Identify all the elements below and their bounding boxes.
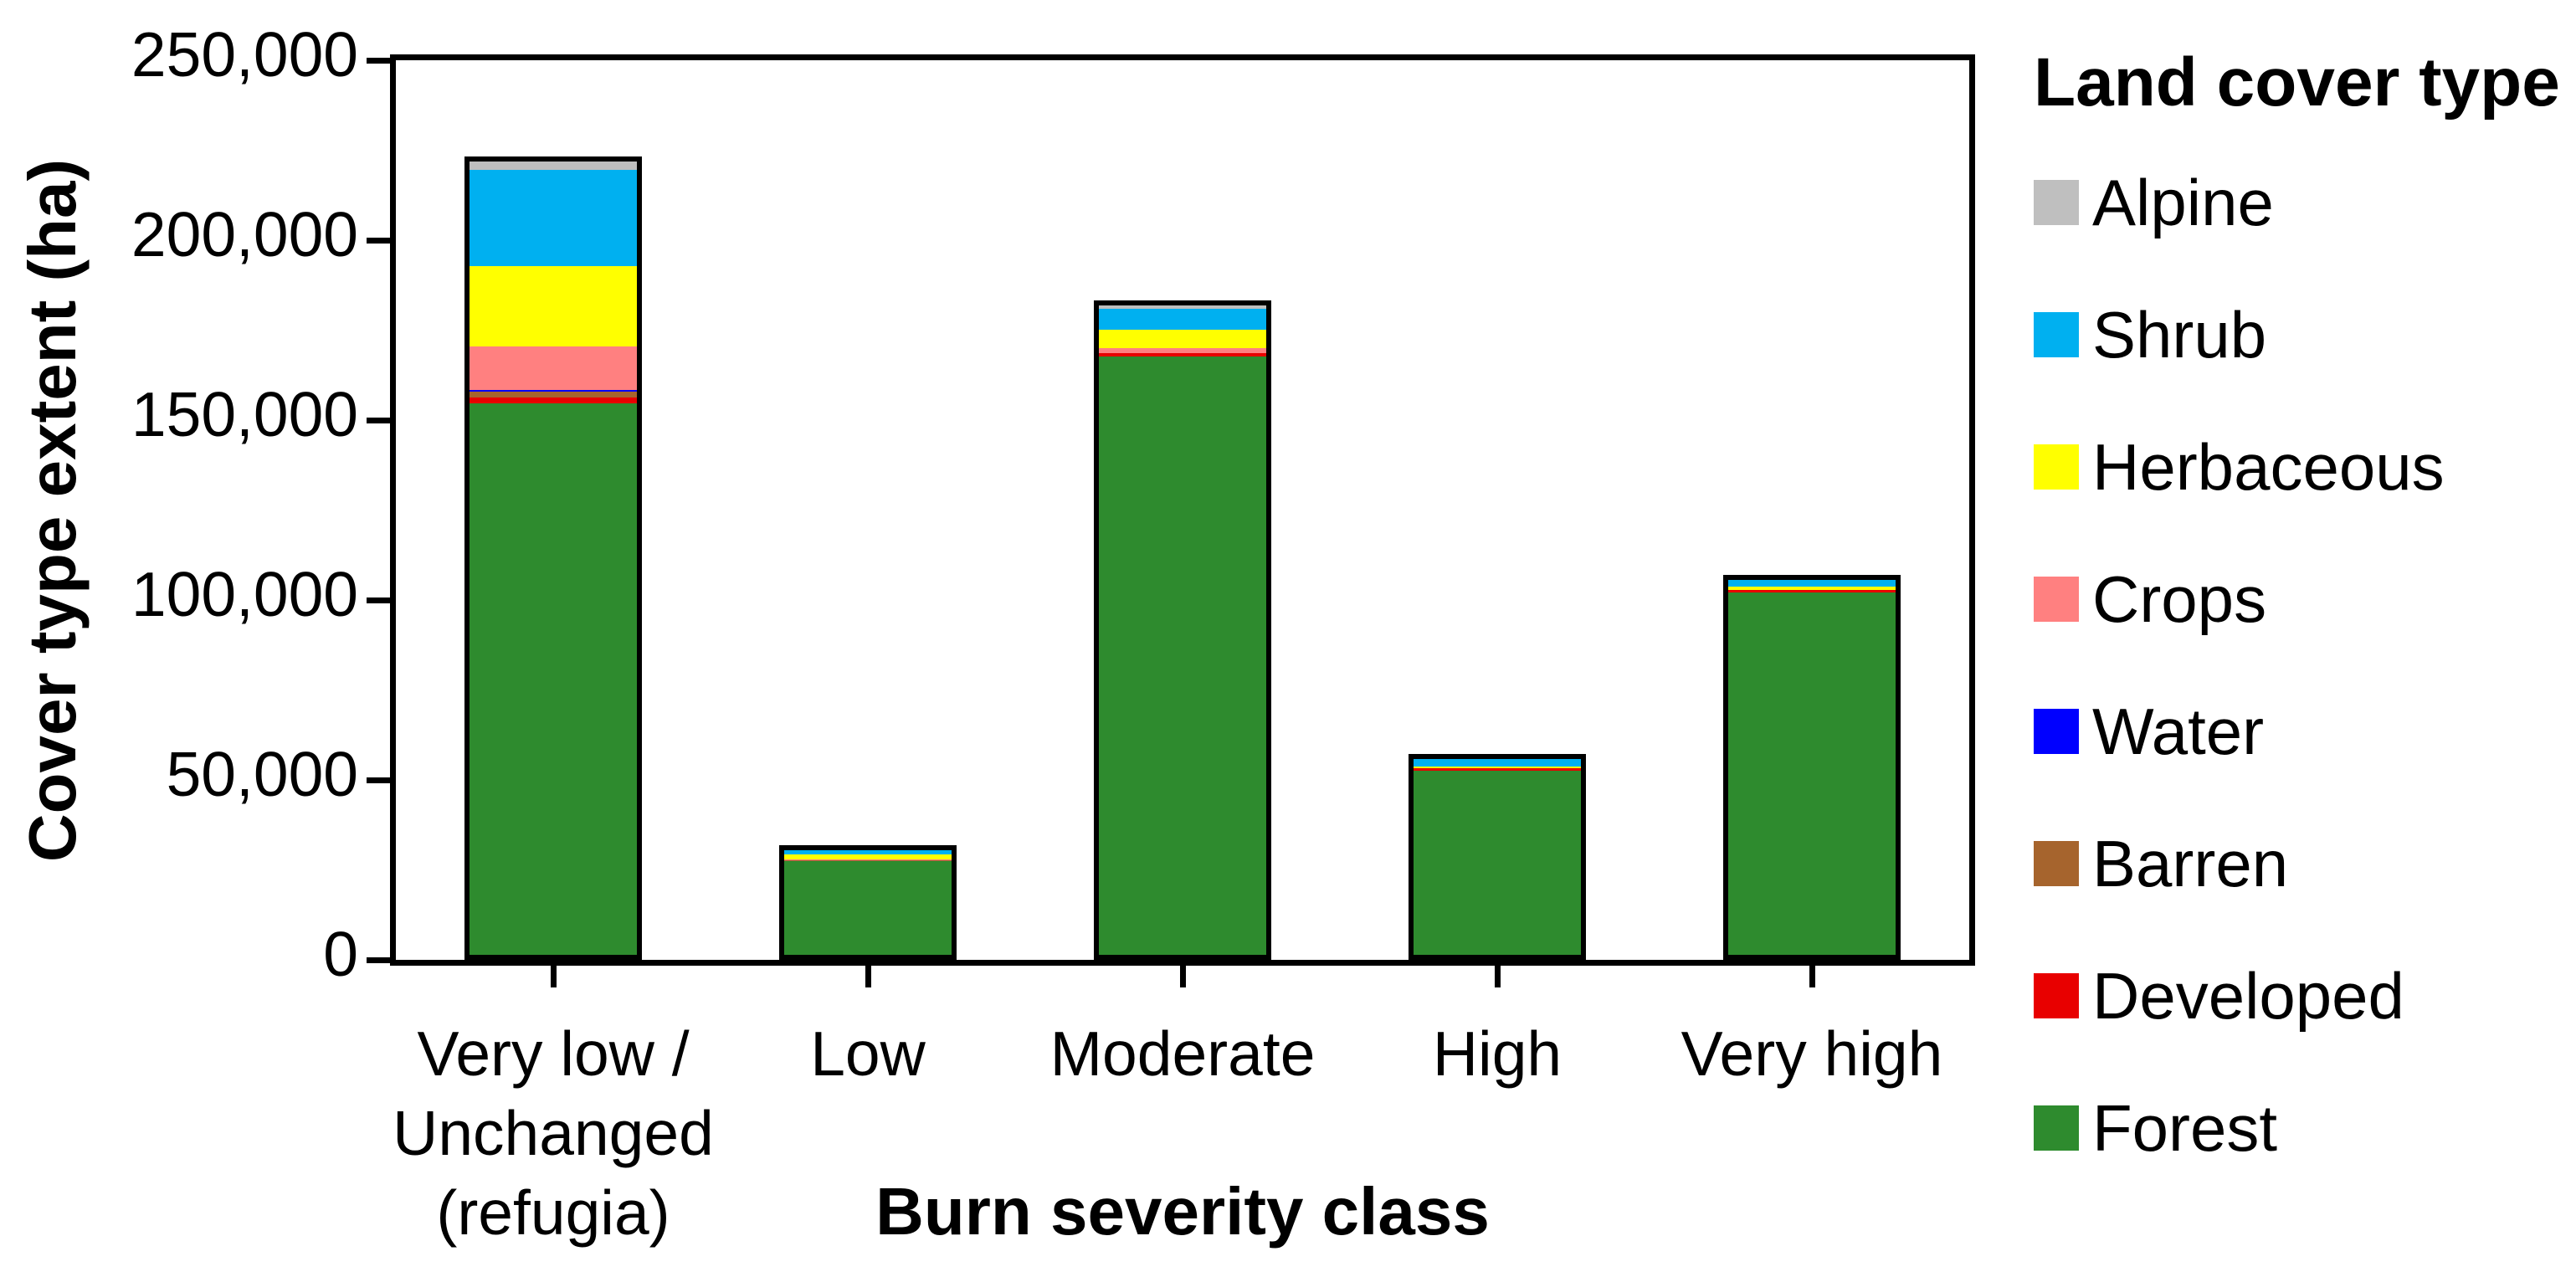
legend-label-developed: Developed	[2092, 959, 2404, 1033]
bar-segment-forest	[1414, 770, 1581, 955]
y-tick-label: 250,000	[131, 19, 358, 90]
legend-swatch-crops	[2034, 577, 2079, 622]
bar-segment-barren	[784, 860, 952, 862]
legend-swatch-developed	[2034, 973, 2079, 1018]
x-tick-label: Low	[810, 1018, 926, 1089]
y-tick-mark	[367, 777, 390, 783]
bar-segment-herbaceous	[1728, 587, 1896, 591]
y-tick-label: 150,000	[131, 379, 358, 449]
y-tick-label: 100,000	[131, 559, 358, 629]
bar-segment-herbaceous	[1414, 766, 1581, 769]
bar-segment-herbaceous	[470, 266, 637, 347]
plot-area: 0 50,000 100,000 150,000 200,000 250,000 Very …	[131, 23, 1975, 1248]
x-tick-mark	[1494, 966, 1501, 987]
legend-label-alpine: Alpine	[2092, 166, 2274, 239]
bar-segment-crops	[470, 346, 637, 391]
legend-label-barren: Barren	[2092, 827, 2289, 900]
bar-segment-developed	[1414, 768, 1581, 771]
bar-segment-forest	[470, 403, 637, 955]
legend-swatch-water	[2034, 709, 2079, 754]
bar-segment-shrub	[470, 170, 637, 267]
legend-item-forest: Forest	[2034, 1095, 2277, 1161]
legend-swatch-barren	[2034, 841, 2079, 886]
bar-segment-crops	[1099, 348, 1266, 353]
legend-item-crops: Crops	[2034, 567, 2266, 632]
legend-item-barren: Barren	[2034, 831, 2288, 896]
stacked-bar	[1723, 575, 1901, 960]
bar-segment-herbaceous	[784, 854, 952, 860]
legend-item-water: Water	[2034, 699, 2264, 764]
y-tick-mark	[367, 237, 390, 244]
y-tick-label: 200,000	[131, 199, 358, 269]
legend-swatch-shrub	[2034, 312, 2079, 357]
bar-segment-forest	[784, 861, 952, 955]
bar-segment-forest	[1099, 356, 1266, 955]
legend-label-forest: Forest	[2092, 1091, 2278, 1165]
legend-label-crops: Crops	[2092, 562, 2267, 636]
bar-segment-developed	[1728, 590, 1896, 592]
stacked-bar	[464, 156, 642, 960]
x-tick-mark	[1809, 966, 1815, 987]
bar-segment-developed	[1099, 352, 1266, 356]
bar-segment-shrub	[1414, 758, 1581, 767]
stacked-bar	[1409, 753, 1586, 960]
legend-item-shrub: Shrub	[2034, 302, 2266, 367]
legend-label-shrub: Shrub	[2092, 298, 2267, 372]
legend-item-herbaceous: Herbaceous	[2034, 434, 2445, 500]
y-tick-mark	[367, 417, 390, 423]
bar-segment-barren	[470, 392, 637, 397]
bar-segment-crops	[784, 859, 952, 861]
legend-swatch-alpine	[2034, 180, 2079, 225]
bar-segment-water	[470, 390, 637, 392]
legend-item-alpine: Alpine	[2034, 170, 2274, 235]
bar-segment-alpine	[1099, 305, 1266, 309]
x-tick-label: Moderate	[1049, 1018, 1316, 1089]
x-tick-label: Very high	[1681, 1018, 1943, 1089]
x-tick-mark	[865, 966, 871, 987]
bar-segment-developed	[470, 397, 637, 404]
bar-segment-herbaceous	[1099, 330, 1266, 349]
stacked-bar	[1094, 300, 1271, 960]
y-tick-label: 50,000	[166, 739, 358, 809]
legend-label-water: Water	[2092, 695, 2265, 768]
legend-title: Land cover type	[2034, 44, 2560, 121]
stacked-bar	[779, 844, 957, 960]
x-tick-label: Very low / Unchanged (refugia)	[393, 1018, 714, 1248]
legend-swatch-forest	[2034, 1105, 2079, 1151]
legend-swatch-herbaceous	[2034, 444, 2079, 490]
bar-segment-alpine	[470, 162, 637, 171]
x-axis-title: Burn severity class	[875, 1174, 1490, 1249]
x-tick-mark	[550, 966, 557, 987]
y-tick-mark	[367, 57, 390, 64]
bar-segment-shrub	[1099, 308, 1266, 331]
y-tick-mark	[367, 597, 390, 603]
legend-item-developed: Developed	[2034, 963, 2404, 1028]
x-tick-label: High	[1432, 1018, 1563, 1089]
legend-label-herbaceous: Herbaceous	[2092, 430, 2445, 504]
bar-segment-shrub	[784, 849, 952, 855]
y-tick-mark	[367, 956, 390, 963]
bar-segment-forest	[1728, 592, 1896, 955]
x-tick-mark	[1179, 966, 1186, 987]
bar-segment-shrub	[1728, 580, 1896, 587]
y-tick-label: 0	[323, 919, 358, 989]
